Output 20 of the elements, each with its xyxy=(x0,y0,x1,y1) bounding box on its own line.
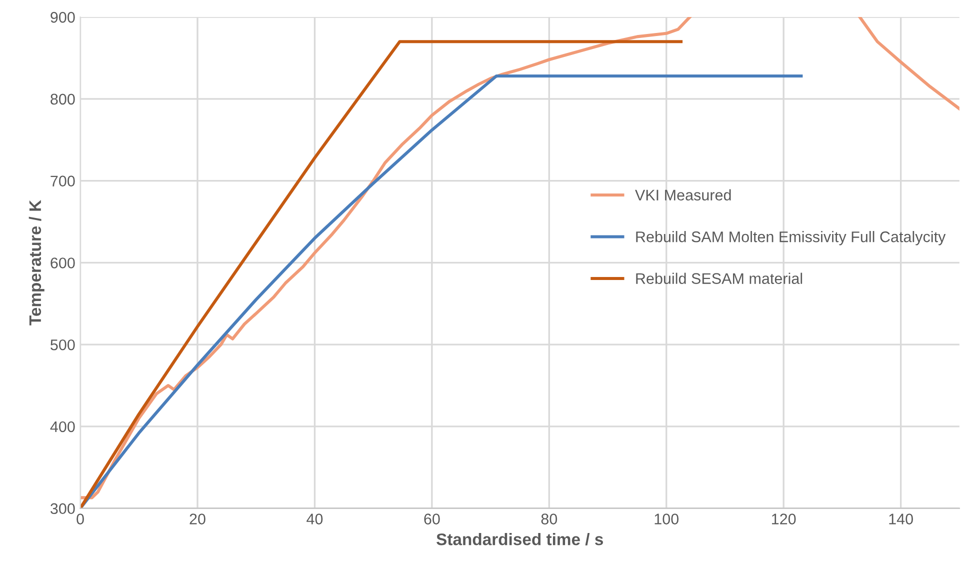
y-axis-title: Temperature / K xyxy=(28,200,44,326)
x-tick-label: 40 xyxy=(306,514,323,524)
x-tick-label: 120 xyxy=(772,514,796,524)
y-tick-label: 400 xyxy=(50,421,75,432)
y-tick-label: 800 xyxy=(50,94,75,105)
x-tick-label: 80 xyxy=(541,514,558,524)
x-tick-label: 0 xyxy=(76,514,84,524)
legend-label: Rebuild SESAM material xyxy=(636,272,802,284)
x-axis-title: Standardised time / s xyxy=(436,533,603,546)
legend-label: Rebuild SAM Molten Emissivity Full Catalycity xyxy=(636,231,946,246)
y-tick-label: 700 xyxy=(50,176,75,186)
y-tick-label: 600 xyxy=(50,258,75,268)
y-tick-label: 900 xyxy=(50,12,75,23)
x-tick-label: 140 xyxy=(889,514,913,524)
x-tick-label: 20 xyxy=(190,514,206,524)
y-tick-label: 300 xyxy=(50,503,75,514)
x-tick-label: 60 xyxy=(424,514,440,524)
legend-label: VKI Measured xyxy=(635,189,731,200)
y-tick-label: 500 xyxy=(50,339,75,350)
x-tick-label: 100 xyxy=(654,514,679,524)
